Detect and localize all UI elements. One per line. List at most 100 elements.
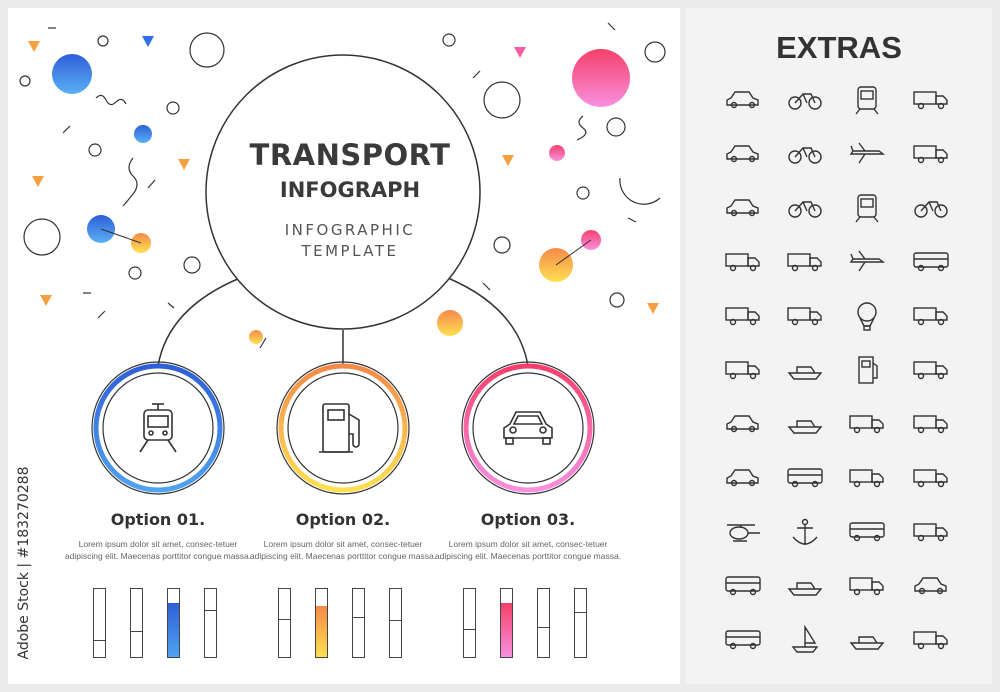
pickup-icon (723, 463, 763, 493)
level-marker (279, 619, 290, 621)
level-marker (205, 610, 216, 612)
tanker-truck-icon (723, 247, 763, 277)
level-bar (500, 588, 513, 658)
decor-arc (619, 177, 661, 205)
bus-icon (785, 463, 825, 493)
option-ring-outline (276, 361, 410, 495)
option-text: Lorem ipsum dolor sit amet, consec-tetue… (64, 539, 252, 561)
extras-panel: EXTRAS (686, 8, 992, 684)
helicopter-icon (723, 517, 763, 547)
bicycle-icon (785, 85, 825, 115)
decor-link (555, 239, 592, 266)
level-fill (316, 606, 327, 657)
dump-truck-icon (911, 355, 951, 385)
option-3: Option 03. Lorem ipsum dolor sit amet, co… (433, 510, 623, 562)
camper-icon (911, 247, 951, 277)
subtitle-line1: INFOGRAPHIC (284, 221, 416, 239)
connector-line (447, 277, 529, 367)
ship-icon (847, 625, 887, 655)
option-title: Option 02. (295, 510, 391, 529)
fuel-pump-icon (319, 403, 360, 453)
level-marker (538, 626, 549, 628)
hot-air-balloon-icon (847, 301, 887, 331)
option-inner-circle (102, 372, 214, 484)
hatchback-icon (723, 409, 763, 439)
decor-triangle (502, 155, 514, 166)
level-bar (93, 588, 106, 658)
option-3-badge (461, 361, 595, 495)
minivan-icon (723, 193, 763, 223)
decor-ring (483, 81, 521, 119)
decor-ring (576, 186, 590, 200)
car-icon (723, 139, 763, 169)
level-marker (464, 629, 475, 631)
decor-ring (128, 266, 142, 280)
convertible-icon (723, 85, 763, 115)
car-carrier-icon (911, 463, 951, 493)
decor-ring (23, 218, 61, 256)
option-ring-outline (91, 361, 225, 495)
level-marker (94, 639, 105, 641)
decor-ring (97, 35, 109, 47)
subtitle: INFOGRAPHIC TEMPLATE (208, 220, 492, 262)
decor-dot (52, 54, 92, 94)
watermark-text: Adobe Stock | #183270288 (16, 466, 32, 660)
atv-icon (785, 193, 825, 223)
level-marker (131, 630, 142, 632)
option-ring (463, 363, 593, 493)
title-line2: INFOGRAPH (279, 178, 421, 202)
decor-dot (572, 49, 630, 107)
level-marker (353, 616, 364, 618)
fire-truck-icon (723, 355, 763, 385)
option-inner-circle (472, 372, 584, 484)
decor-dot (249, 330, 263, 344)
decor-ring (88, 143, 102, 157)
decor-dash (482, 282, 491, 291)
decor-ring (442, 33, 456, 47)
decor-ring (183, 256, 201, 274)
decor-triangle (32, 176, 44, 187)
decor-dash (627, 217, 637, 223)
option-2-badge (276, 361, 410, 495)
car-transporter-icon (911, 625, 951, 655)
semi-truck-icon (847, 409, 887, 439)
level-bar (574, 588, 587, 658)
sailboat-icon (785, 624, 825, 655)
main-circle (205, 54, 481, 330)
watermark: Adobe Stock | #183270288 (4, 455, 34, 685)
option-ring (93, 363, 223, 493)
ambulance-icon (847, 463, 887, 493)
decor-dash (607, 22, 616, 31)
level-bar (352, 588, 365, 658)
trolleybus-icon (847, 517, 887, 547)
decor-link (100, 228, 142, 244)
decor-ring (189, 32, 225, 68)
speedboat-icon (785, 355, 825, 385)
snowplow-icon (911, 517, 951, 547)
cyclist-icon (911, 193, 951, 223)
decor-ring (166, 101, 180, 115)
decor-ring (19, 75, 31, 87)
excavator-icon (785, 301, 825, 331)
decoration-layer (19, 22, 666, 495)
car-icon (503, 411, 553, 445)
tanker-truck-icon (847, 571, 887, 601)
decor-triangle (178, 159, 190, 170)
decor-squiggle (95, 94, 127, 106)
option-text: Lorem ipsum dolor sit amet, consec-tetue… (434, 539, 622, 561)
bulldozer-icon (785, 247, 825, 277)
decor-squiggle (576, 115, 587, 141)
airplane-icon (847, 139, 887, 169)
jet-ski-icon (785, 409, 825, 439)
decor-triangle (40, 295, 52, 306)
subtitle-line2: TEMPLATE (301, 242, 399, 260)
fuel-pump-icon (847, 355, 887, 385)
title-line1: TRANSPORT (249, 138, 451, 172)
truck-icon (911, 301, 951, 331)
level-bar (389, 588, 402, 658)
level-marker (575, 612, 586, 614)
decor-triangle (28, 41, 40, 52)
van-icon (911, 139, 951, 169)
box-truck-icon (723, 301, 763, 331)
concrete-mixer-icon (911, 409, 951, 439)
